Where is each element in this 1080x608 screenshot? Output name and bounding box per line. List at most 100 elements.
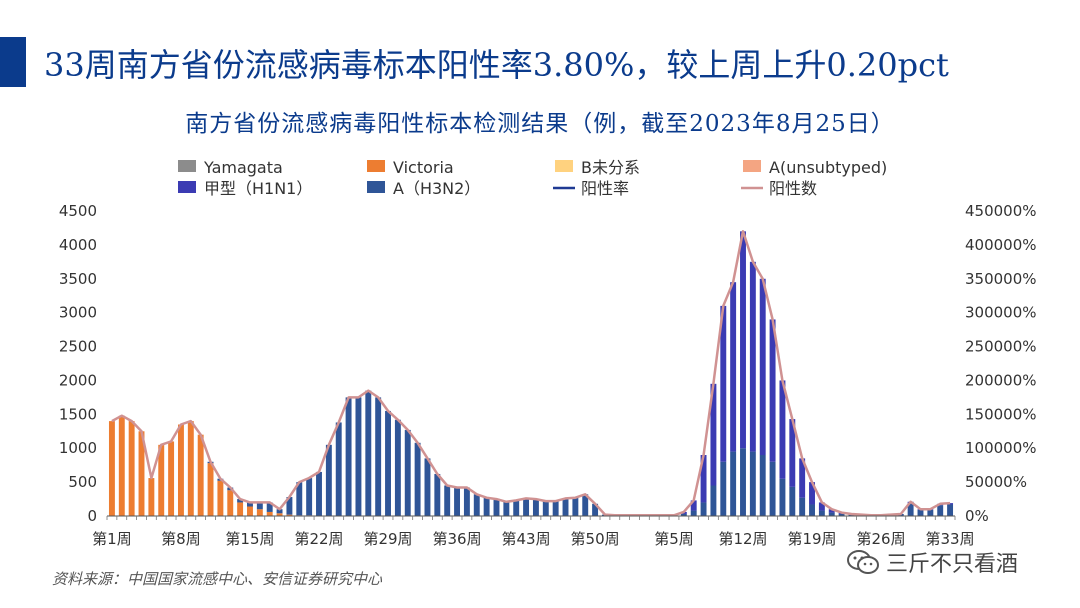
bar-victoria — [168, 441, 175, 516]
watermark: 三斤不只看酒 — [846, 546, 1018, 578]
bar-h1n1 — [690, 500, 697, 511]
x-tick-label: 第15周 — [225, 530, 274, 548]
x-tick-label: 第8周 — [161, 530, 201, 548]
bar-h3n2 — [483, 497, 490, 516]
legend-label: Yamagata — [203, 158, 283, 177]
bar-h3n2 — [523, 498, 530, 516]
bar-h3n2 — [759, 455, 766, 516]
title-accent-bar — [0, 37, 26, 87]
x-tick-label: 第36周 — [432, 530, 481, 548]
bar-h3n2 — [779, 478, 786, 516]
bar-h3n2 — [572, 497, 579, 516]
bar-h3n2 — [404, 429, 411, 516]
bar-h3n2 — [789, 486, 796, 516]
bar-h3n2 — [937, 505, 944, 516]
x-tick-label: 第33周 — [926, 530, 975, 548]
bar-h1n1 — [700, 455, 707, 503]
bar-h1n1 — [789, 419, 796, 487]
positive-count-line — [111, 230, 951, 517]
bar-h3n2 — [444, 485, 451, 516]
bar-h3n2 — [355, 397, 362, 516]
chart-title: 南方省份流感病毒阳性标本检测结果（例，截至2023年8月25日） — [185, 111, 895, 137]
bar-h3n2 — [592, 503, 599, 516]
bar-victoria — [237, 502, 244, 516]
bar-h3n2 — [740, 448, 746, 516]
bar-victoria — [217, 480, 224, 516]
y-left-tick-label: 0 — [87, 507, 97, 525]
bar-h1n1 — [740, 231, 746, 449]
bar-victoria — [256, 509, 263, 516]
y-right-tick-label: 0% — [965, 507, 989, 525]
y-left-tick-label: 4500 — [59, 202, 97, 220]
bar-h3n2 — [493, 499, 500, 516]
bar-h3n2 — [582, 494, 589, 516]
y-left-tick-label: 1500 — [59, 405, 97, 423]
source-note: 资料来源：中国国家流感中心、安信证券研究中心 — [52, 570, 383, 588]
bar-victoria — [118, 415, 125, 516]
bar-h3n2 — [247, 502, 253, 507]
bar-h3n2 — [306, 478, 313, 516]
bar-h3n2 — [838, 513, 845, 516]
bar-h3n2 — [848, 514, 855, 516]
bar-h1n1 — [779, 380, 786, 479]
y-right-tick-label: 250000% — [965, 338, 1037, 356]
legend-swatch — [743, 160, 761, 172]
bar-h3n2 — [256, 502, 263, 510]
bar-h3n2 — [385, 410, 391, 516]
bar-victoria — [158, 444, 165, 516]
bar-h3n2 — [809, 504, 815, 516]
x-tick-label: 第43周 — [502, 530, 551, 548]
bar-h3n2 — [276, 509, 283, 514]
legend-swatch — [367, 160, 385, 172]
bar-victoria — [177, 424, 184, 516]
x-tick-label: 第22周 — [294, 530, 343, 548]
bar-h1n1 — [749, 261, 756, 452]
bar-victoria — [138, 431, 145, 516]
bar-victoria — [197, 434, 204, 516]
y-right-tick-label: 350000% — [965, 270, 1037, 288]
bar-h3n2 — [325, 444, 332, 516]
x-tick-label: 第1周 — [92, 530, 132, 548]
legend-swatch — [555, 160, 573, 172]
bar-h3n2 — [394, 419, 401, 516]
bar-h3n2 — [237, 499, 244, 503]
bar-h3n2 — [927, 509, 934, 516]
bar-h3n2 — [828, 512, 835, 516]
bar-victoria — [227, 490, 234, 516]
bar-h1n1 — [818, 502, 825, 511]
bar-h3n2 — [365, 390, 372, 516]
x-tick-label: 第50周 — [571, 530, 620, 548]
legend-swatch — [178, 160, 196, 172]
bar-h3n2 — [947, 504, 954, 516]
legend-swatch — [367, 181, 385, 193]
slide-headline: 33周南方省份流感病毒标本阳性率3.80%，较上周上升0.20pct — [44, 46, 949, 84]
bar-h1n1 — [759, 278, 766, 455]
x-tick-label: 第19周 — [787, 530, 836, 548]
wechat-icon — [847, 550, 879, 574]
bar-victoria — [286, 514, 293, 516]
bar-victoria — [108, 421, 115, 516]
y-left-tick-label: 2000 — [59, 371, 97, 389]
bar-victoria — [187, 421, 194, 516]
y-left-tick-label: 3500 — [59, 270, 97, 288]
y-right-tick-label: 50000% — [965, 473, 1027, 491]
bar-h3n2 — [345, 397, 352, 516]
bar-h3n2 — [552, 501, 559, 516]
legend-label: A(unsubtyped) — [769, 158, 887, 177]
bar-h3n2 — [562, 498, 569, 516]
legend-label: Victoria — [393, 158, 454, 177]
bar-h3n2 — [424, 458, 431, 516]
bar-h1n1 — [730, 282, 737, 452]
bar-h3n2 — [700, 502, 707, 516]
bar-h1n1 — [710, 383, 717, 486]
y-right-tick-label: 300000% — [965, 304, 1037, 322]
y-left-tick-label: 1000 — [59, 439, 97, 457]
x-tick-label: 第29周 — [363, 530, 412, 548]
bar-h3n2 — [463, 487, 470, 516]
bar-h3n2 — [532, 499, 539, 516]
bar-h3n2 — [335, 422, 342, 516]
legend-swatch — [178, 181, 196, 193]
y-right-tick-label: 150000% — [965, 405, 1037, 423]
y-right-tick-label: 100000% — [965, 439, 1037, 457]
